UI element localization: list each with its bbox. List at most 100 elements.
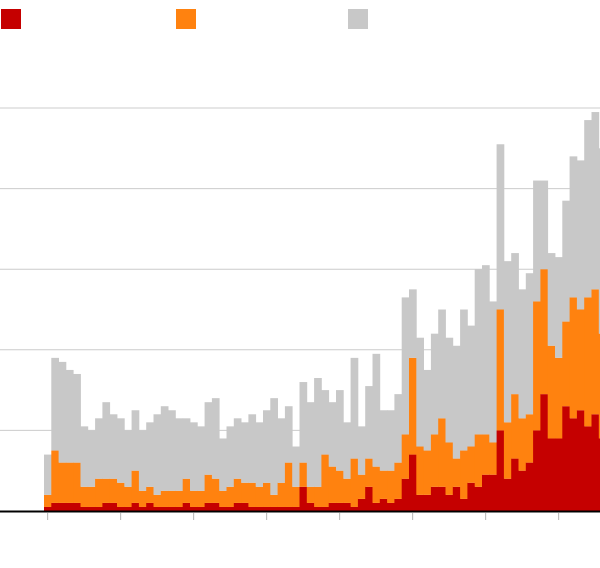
bar-series-3-26	[226, 426, 235, 487]
bar-series-3-4	[65, 369, 74, 463]
bar-series-2-74	[576, 309, 585, 411]
bar-series-1-6	[80, 506, 89, 511]
bar-series-2-56	[445, 442, 454, 495]
bar-series-2-55	[438, 418, 446, 487]
bar-series-1-8	[95, 506, 103, 511]
bar-series-3-64	[503, 261, 512, 423]
bar-series-3-36	[299, 382, 308, 463]
bar-series-2-41	[336, 470, 344, 503]
bar-series-3-28	[241, 422, 249, 483]
bar-series-2-58	[460, 450, 468, 499]
bar-series-3-51	[409, 289, 417, 358]
bar-series-2-5	[73, 462, 81, 503]
bar-series-1-47	[379, 498, 388, 511]
bar-series-1-66	[518, 470, 527, 511]
bar-series-3-2	[51, 357, 59, 451]
bar-series-3-10	[109, 414, 118, 479]
bar-series-3-48	[387, 410, 395, 471]
bar-series-3-66	[518, 289, 527, 419]
bar-series-2-48	[387, 470, 395, 503]
bar-series-2-75	[584, 297, 592, 427]
bar-series-1-75	[584, 426, 592, 511]
bar-series-2-47	[379, 470, 388, 499]
bar-series-1-76	[591, 414, 600, 511]
bar-series-3-9	[102, 402, 111, 479]
bar-series-2-22	[197, 490, 205, 507]
bar-series-2-37	[306, 486, 315, 503]
bar-series-1-37	[306, 502, 315, 511]
legend-swatch-series-2	[176, 9, 196, 29]
bar-series-2-76	[591, 289, 600, 415]
bar-series-2-25	[219, 490, 227, 507]
bar-series-1-73	[569, 418, 578, 511]
bar-series-3-77	[598, 148, 600, 334]
bar-series-1-25	[219, 506, 227, 511]
bar-series-3-56	[445, 337, 454, 443]
bar-series-1-38	[314, 506, 322, 511]
bar-series-3-45	[365, 386, 373, 459]
bar-series-3-72	[562, 200, 570, 322]
bar-series-2-73	[569, 297, 578, 419]
bar-series-1-33	[277, 506, 286, 511]
bar-series-2-59	[467, 446, 476, 483]
bar-series-1-51	[409, 454, 417, 511]
bar-series-2-52	[416, 446, 424, 495]
bar-series-3-25	[219, 438, 227, 491]
bar-series-2-64	[503, 422, 512, 479]
bar-series-1-28	[241, 502, 249, 511]
bar-series-1-4	[65, 502, 74, 511]
bar-series-3-60	[474, 269, 483, 435]
bar-series-2-23	[204, 474, 213, 503]
bar-series-1-29	[248, 506, 257, 511]
bar-series-1-17	[160, 506, 169, 511]
bar-series-2-11	[117, 482, 125, 507]
bar-series-3-16	[153, 414, 162, 495]
bar-series-1-55	[438, 486, 446, 511]
bar-series-1-71	[555, 438, 563, 511]
bar-series-1-77	[598, 438, 600, 511]
bar-series-1-64	[503, 478, 512, 511]
bar-series-1-35	[292, 506, 300, 511]
bar-series-2-18	[168, 490, 176, 507]
bar-series-1-45	[365, 486, 373, 511]
bar-series-1-19	[175, 506, 184, 511]
bar-series-3-50	[401, 297, 410, 435]
bar-series-2-9	[102, 478, 111, 503]
bar-series-3-14	[138, 430, 147, 491]
bar-series-3-21	[190, 422, 198, 491]
bar-series-3-61	[482, 265, 490, 435]
bar-series-1-52	[416, 494, 424, 511]
bar-series-2-17	[160, 490, 169, 507]
bar-series-1-26	[226, 506, 235, 511]
bar-series-1-1	[44, 506, 52, 511]
bar-series-2-67	[525, 414, 534, 463]
bar-series-2-28	[241, 482, 249, 503]
bar-series-2-62	[489, 442, 497, 475]
bar-series-1-22	[197, 506, 205, 511]
bar-series-1-12	[124, 506, 132, 511]
bar-series-3-29	[248, 414, 257, 483]
bar-series-1-67	[525, 462, 534, 511]
bar-series-1-18	[168, 506, 176, 511]
bar-series-3-53	[423, 369, 432, 451]
bar-series-2-30	[255, 486, 264, 507]
bar-series-3-7	[87, 430, 96, 487]
bar-series-1-27	[233, 502, 242, 511]
bar-series-2-24	[211, 478, 220, 503]
bar-series-2-54	[430, 434, 439, 487]
bar-series-3-52	[416, 337, 424, 447]
bar-series-2-32	[270, 494, 278, 507]
bar-series-2-45	[365, 458, 373, 487]
bar-series-3-33	[277, 418, 286, 483]
bar-series-3-27	[233, 418, 242, 479]
bar-series-3-55	[438, 309, 446, 419]
bar-series-1-62	[489, 474, 497, 511]
bar-series-3-22	[197, 426, 205, 491]
bar-series-2-43	[350, 458, 359, 507]
bar-series-2-51	[409, 357, 417, 455]
bar-series-3-57	[452, 345, 461, 459]
bar-series-1-15	[146, 502, 154, 511]
bar-series-2-60	[474, 434, 483, 487]
bar-series-3-69	[540, 180, 549, 270]
bar-series-2-40	[328, 466, 337, 503]
